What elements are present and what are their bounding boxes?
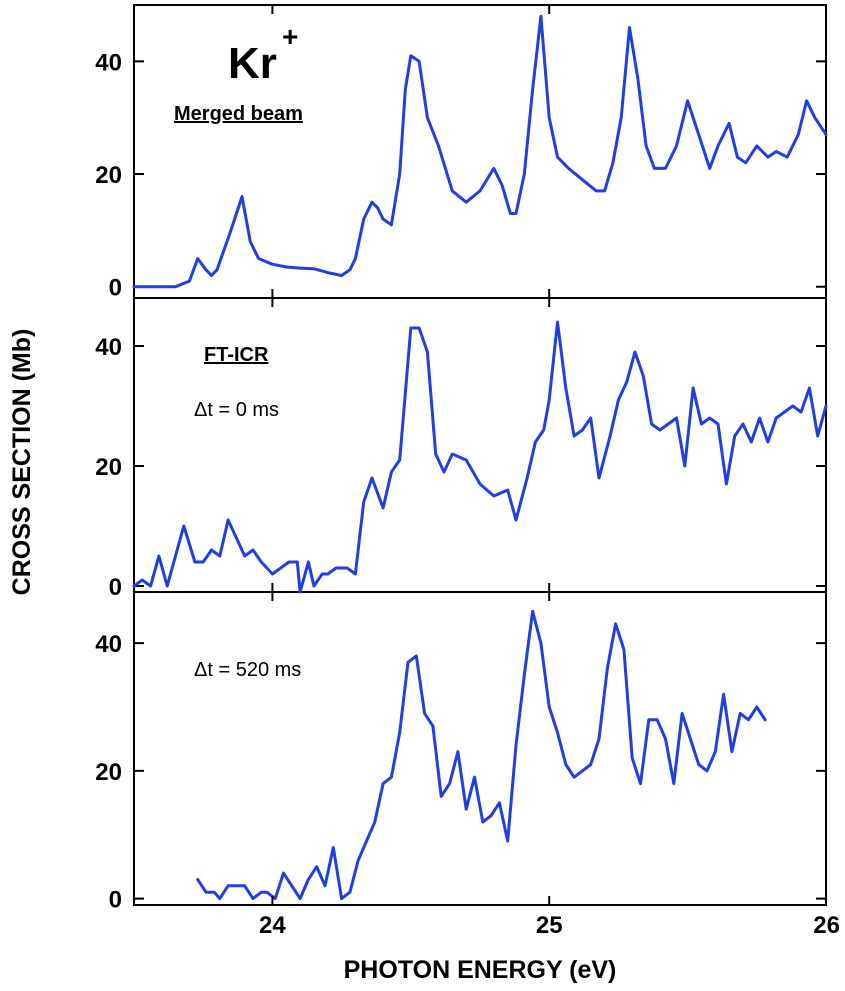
x-axis-title: PHOTON ENERGY (eV)	[344, 956, 617, 984]
panel-middle: 0 20 40 FT-ICR Δt = 0 ms	[95, 320, 828, 601]
panel-bottom: 0 20 40 Δt = 520 ms	[95, 609, 826, 914]
x-tick-label: 24	[259, 912, 286, 939]
y-tick-label: 0	[109, 275, 122, 302]
panel-top: 0 20 40 Kr+ Merged beam	[95, 14, 828, 302]
x-tick-label: 25	[536, 912, 563, 939]
y-tick-label: 40	[95, 631, 122, 658]
y-tick-label: 20	[95, 759, 122, 786]
y-tick-label: 20	[95, 454, 122, 481]
x-tick-label: 26	[813, 912, 840, 939]
y-tick-label: 20	[95, 162, 122, 189]
x-axis: 24 25 26	[259, 5, 840, 939]
ion-charge-label: +	[282, 21, 298, 52]
plot-border	[133, 4, 827, 906]
y-axis-title: CROSS SECTION (Mb)	[8, 329, 36, 596]
y-tick-label: 0	[109, 887, 122, 914]
ion-label: Kr	[228, 39, 277, 88]
plot-frame	[133, 4, 827, 906]
delay-label: Δt = 0 ms	[194, 399, 279, 421]
method-label: FT-ICR	[204, 344, 269, 366]
delay-label: Δt = 520 ms	[194, 659, 301, 681]
y-tick-label: 40	[95, 334, 122, 361]
series-line	[132, 14, 828, 289]
y-tick-label: 0	[109, 574, 122, 601]
method-label: Merged beam	[174, 103, 303, 125]
series-line	[132, 320, 828, 594]
series-line	[196, 609, 767, 901]
y-tick-label: 40	[95, 49, 122, 76]
